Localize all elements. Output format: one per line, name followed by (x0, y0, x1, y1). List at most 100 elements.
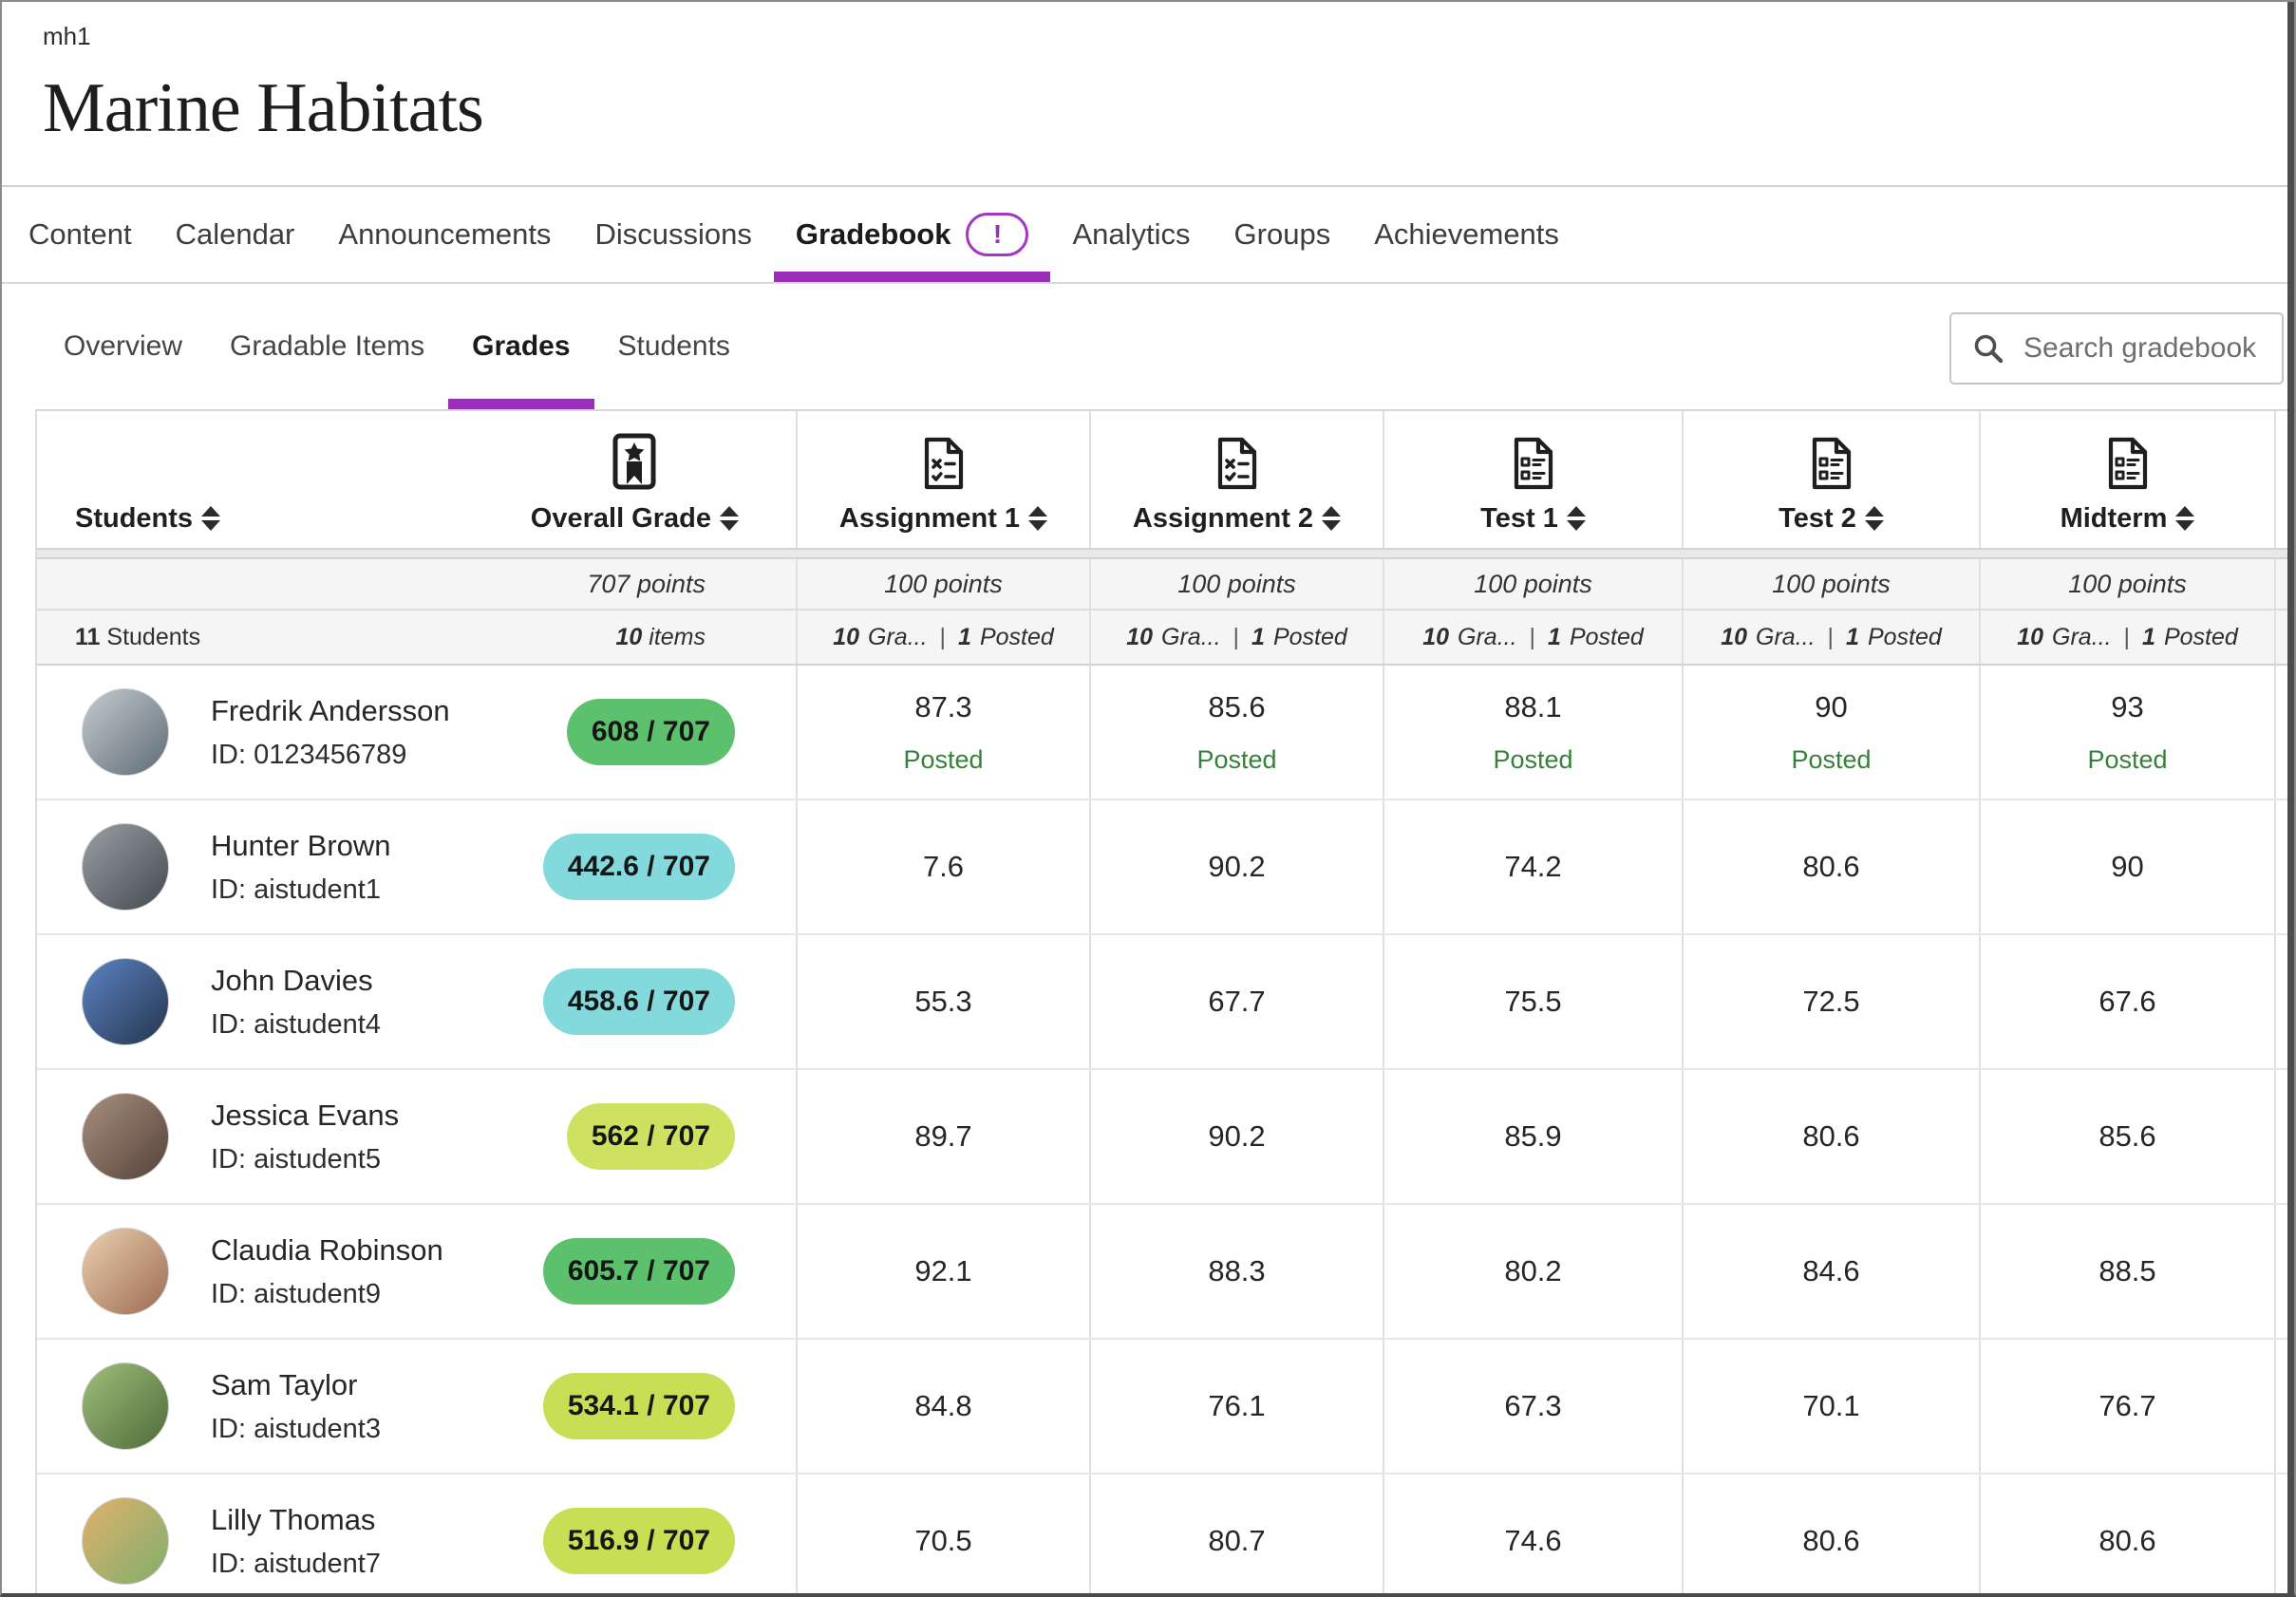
header-divider (35, 548, 2292, 559)
grade-cell[interactable]: 67.6 (1981, 935, 2276, 1068)
grade-cell[interactable]: 55.3 (798, 935, 1091, 1068)
subtab-label: Students (617, 330, 730, 362)
column-header-assignment-2[interactable]: Assignment 2 (1091, 411, 1384, 548)
student-text: Sam Taylor ID: aistudent3 (211, 1368, 381, 1445)
grade-cell[interactable]: 85.9 (1384, 1070, 1684, 1203)
grade-cell[interactable]: 90.2 (1091, 800, 1384, 933)
avatar (82, 1497, 169, 1585)
test-icon (1512, 437, 1555, 490)
search-input[interactable] (2023, 332, 2261, 365)
grade-cell[interactable]: 75.5 (1384, 935, 1684, 1068)
table-header-row: Students Overall Grade Assignment 1 Assi… (37, 411, 2292, 548)
points-cell: 100 points (1091, 559, 1384, 609)
grade-cell[interactable]: 92.1 (798, 1205, 1091, 1338)
grade-cell[interactable]: 76.7 (1981, 1340, 2276, 1473)
subtab-grades[interactable]: Grades (448, 284, 594, 409)
grade-cell[interactable]: 80.6 (1684, 800, 1981, 933)
avatar (82, 1228, 169, 1315)
column-header-midterm[interactable]: Midterm (1981, 411, 2276, 548)
tab-announcements[interactable]: Announcements (316, 187, 573, 282)
tab-gradebook[interactable]: Gradebook ! (773, 187, 1051, 282)
grade-cell[interactable]: 88.1 Posted (1384, 666, 1684, 798)
sort-icon[interactable] (2175, 506, 2195, 531)
grade-cell[interactable]: 74.6 (1384, 1475, 1684, 1593)
student-text: Fredrik Andersson ID: 0123456789 (211, 694, 450, 771)
grade-cell[interactable]: 89.7 (798, 1070, 1091, 1203)
grade-cell[interactable]: 67.7 (1091, 935, 1384, 1068)
overall-grade-header-label: Overall Grade (531, 503, 739, 534)
grade-value: 84.6 (1802, 1254, 1860, 1287)
grade-value: 76.1 (1208, 1389, 1266, 1422)
grade-cell[interactable]: 84.6 (1684, 1205, 1981, 1338)
grade-cell[interactable]: 88.5 (1981, 1205, 2276, 1338)
sort-icon[interactable] (1028, 506, 1048, 531)
grade-cell[interactable]: 70.1 (1684, 1340, 1981, 1473)
grade-cell[interactable]: 74.2 (1384, 800, 1684, 933)
overall-grade-column-header[interactable]: Overall Grade (531, 433, 739, 535)
sort-icon[interactable] (720, 506, 739, 531)
tab-achievements[interactable]: Achievements (1352, 187, 1581, 282)
grade-value: 72.5 (1802, 985, 1860, 1018)
students-column-header[interactable]: Students (75, 503, 221, 535)
student-id: ID: aistudent5 (211, 1143, 381, 1174)
sort-icon[interactable] (1322, 506, 1342, 531)
grade-cell[interactable]: 80.6 (1684, 1475, 1981, 1593)
overall-grade-pill[interactable]: 442.6 / 707 (542, 834, 735, 900)
grade-cell[interactable]: 90.2 (1091, 1070, 1384, 1203)
tab-label: Analytics (1072, 217, 1191, 251)
student-id: ID: aistudent4 (211, 1008, 381, 1040)
overall-grade-pill[interactable]: 608 / 707 (566, 699, 735, 765)
grade-cell[interactable]: 85.6 (1981, 1070, 2276, 1203)
grade-cell[interactable]: 76.1 (1091, 1340, 1384, 1473)
grade-cell[interactable]: 80.7 (1091, 1475, 1384, 1593)
overall-grade-pill[interactable]: 516.9 / 707 (542, 1508, 735, 1574)
overall-grade-pill[interactable]: 458.6 / 707 (542, 968, 735, 1035)
tab-content[interactable]: Content (7, 187, 154, 282)
assignment-icon (922, 437, 966, 490)
column-header-test-2[interactable]: Test 2 (1684, 411, 1981, 548)
sort-icon[interactable] (1864, 506, 1884, 531)
overall-grade-pill[interactable]: 605.7 / 707 (542, 1238, 735, 1305)
student-name: John Davies (211, 963, 373, 997)
student-row: Jessica Evans ID: aistudent5 562 / 707 8… (37, 1070, 2292, 1205)
overall-grade-pill[interactable]: 534.1 / 707 (542, 1373, 735, 1439)
subtab-label: Gradable Items (230, 330, 425, 362)
subtab-overview[interactable]: Overview (40, 284, 206, 409)
grade-cell[interactable]: 80.6 (1981, 1475, 2276, 1593)
overall-grade-pill[interactable]: 562 / 707 (566, 1103, 735, 1170)
posted-status: Posted (903, 744, 984, 774)
grade-cell[interactable]: 88.3 (1091, 1205, 1384, 1338)
tab-discussions[interactable]: Discussions (573, 187, 773, 282)
alert-badge[interactable]: ! (966, 213, 1029, 256)
grade-cell[interactable]: 80.2 (1384, 1205, 1684, 1338)
student-row: John Davies ID: aistudent4 458.6 / 707 5… (37, 935, 2292, 1070)
grade-cell[interactable]: 80.6 (1684, 1070, 1981, 1203)
student-name: Sam Taylor (211, 1367, 358, 1401)
column-header-test-1[interactable]: Test 1 (1384, 411, 1684, 548)
grade-cell[interactable]: 90 (1981, 800, 2276, 933)
grade-cell[interactable]: 87.3 Posted (798, 666, 1091, 798)
grade-cell[interactable]: 93 Posted (1981, 666, 2276, 798)
column-header-assignment-1[interactable]: Assignment 1 (798, 411, 1091, 548)
sort-icon[interactable] (1566, 506, 1586, 531)
tab-groups[interactable]: Groups (1213, 187, 1353, 282)
tab-calendar[interactable]: Calendar (154, 187, 317, 282)
alert-badge-text: ! (992, 219, 1003, 249)
grade-cell[interactable]: 72.5 (1684, 935, 1981, 1068)
graded-posted-cell: 10 Gra... | 1 Posted (798, 611, 1091, 664)
posted-status: Posted (1196, 744, 1277, 774)
grade-cell[interactable]: 7.6 (798, 800, 1091, 933)
grade-cell[interactable]: 70.5 (798, 1475, 1091, 1593)
subtab-students[interactable]: Students (594, 284, 754, 409)
tab-analytics[interactable]: Analytics (1050, 187, 1212, 282)
student-info-cell: Jessica Evans ID: aistudent5 562 / 707 (37, 1070, 798, 1203)
grade-value: 80.2 (1504, 1254, 1562, 1287)
sort-icon[interactable] (201, 506, 221, 531)
grade-cell[interactable]: 85.6 Posted (1091, 666, 1384, 798)
search-gradebook[interactable] (1949, 312, 2284, 385)
grade-cell[interactable]: 90 Posted (1684, 666, 1981, 798)
subtab-gradable-items[interactable]: Gradable Items (206, 284, 448, 409)
grade-cell[interactable]: 84.8 (798, 1340, 1091, 1473)
grade-value: 90 (2111, 850, 2144, 883)
grade-cell[interactable]: 67.3 (1384, 1340, 1684, 1473)
